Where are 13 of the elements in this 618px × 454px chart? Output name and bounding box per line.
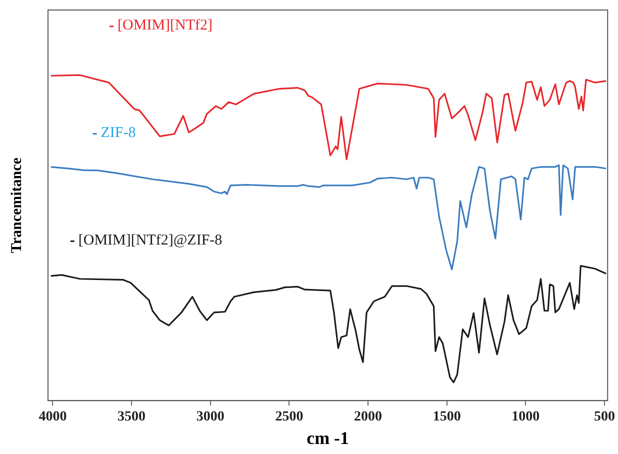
x-tick-label: 3000 xyxy=(196,410,224,425)
x-tick-label: 3500 xyxy=(118,410,146,425)
x-tick-label: 4000 xyxy=(38,410,67,425)
legend-label: [OMIM][NTf2]@ZIF-8 xyxy=(78,232,222,248)
x-tick-label: 1500 xyxy=(432,410,461,425)
legend-label: ZIF-8 xyxy=(100,124,136,141)
x-tick-label: 500 xyxy=(594,410,615,425)
x-tick-label: 2500 xyxy=(275,410,304,425)
y-axis-title: Trancemitance xyxy=(8,157,25,254)
x-tick-label: 1000 xyxy=(512,410,540,425)
x-axis-title: cm -1 xyxy=(306,428,350,448)
legend-label: [OMIM][NTf2] xyxy=(118,18,213,34)
x-tick-label: 2000 xyxy=(354,410,382,425)
